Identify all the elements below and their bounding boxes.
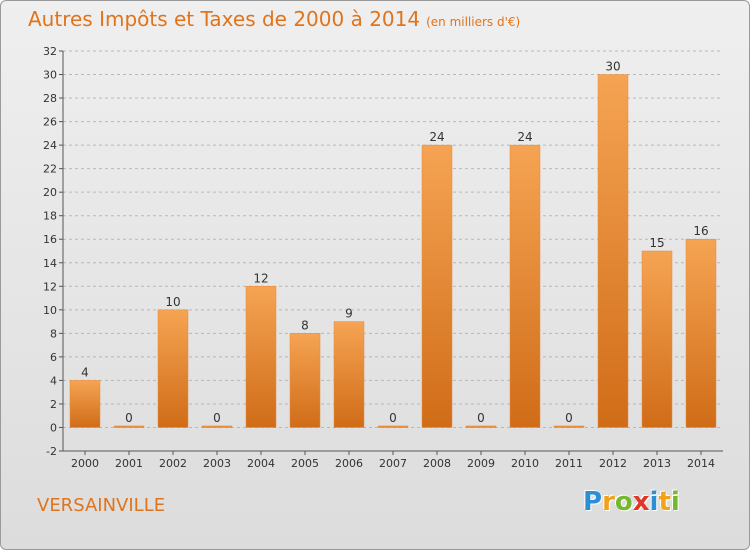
y-tick-label: 14: [43, 257, 57, 270]
bar-2013: [641, 250, 673, 428]
unit-note: (en milliers d'€): [426, 15, 521, 29]
y-tick-label: 32: [43, 45, 57, 58]
x-tick-label: 2012: [599, 457, 627, 470]
y-tick-label: 12: [43, 280, 57, 293]
x-tick-label: 2014: [687, 457, 715, 470]
bar-2005: [289, 333, 321, 428]
logo-letter: i: [649, 487, 659, 517]
logo-letter: r: [602, 487, 615, 517]
y-tick-label: 20: [43, 186, 57, 199]
x-tick-label: 2011: [555, 457, 583, 470]
x-tick-label: 2002: [159, 457, 187, 470]
y-tick-label: 2: [50, 398, 57, 411]
data-label: 24: [517, 130, 532, 144]
bar-2000: [69, 380, 101, 428]
x-tick-label: 2001: [115, 457, 143, 470]
bar-2012: [597, 74, 629, 428]
bar-2008: [421, 144, 453, 428]
y-tick-label: 26: [43, 116, 57, 129]
y-tick-label: 8: [50, 327, 57, 340]
x-tick-label: 2006: [335, 457, 363, 470]
logo-letter: t: [658, 487, 671, 517]
data-label: 10: [165, 295, 180, 309]
y-tick-label: 30: [43, 69, 57, 82]
y-tick-label: 4: [50, 374, 57, 387]
y-tick-label: -2: [46, 445, 57, 458]
bar-2010: [509, 144, 541, 428]
bar-2003: [201, 425, 233, 428]
chart-title: Autres Impôts et Taxes de 2000 à 2014 (en…: [28, 7, 520, 31]
chart-title-text: Autres Impôts et Taxes de 2000 à 2014: [28, 7, 421, 31]
y-tick-label: 0: [50, 421, 57, 434]
data-label: 0: [565, 411, 573, 425]
logo-letter: P: [583, 487, 603, 517]
y-tick-label: 28: [43, 92, 57, 105]
y-tick-label: 22: [43, 163, 57, 176]
x-tick-label: 2010: [511, 457, 539, 470]
data-label: 24: [429, 130, 444, 144]
x-tick-label: 2009: [467, 457, 495, 470]
bar-chart: -202468101214161820222426283032200042001…: [43, 45, 723, 470]
x-tick-label: 2008: [423, 457, 451, 470]
y-tick-label: 18: [43, 210, 57, 223]
bar-2009: [465, 425, 497, 428]
data-label: 0: [477, 411, 485, 425]
bar-2011: [553, 425, 585, 428]
logo-letter: i: [670, 487, 680, 517]
y-tick-label: 6: [50, 351, 57, 364]
bar-2007: [377, 425, 409, 428]
y-tick-label: 16: [43, 233, 57, 246]
bar-2006: [333, 321, 365, 428]
proxiti-logo: Proxiti: [583, 487, 680, 517]
data-label: 30: [605, 60, 620, 74]
x-tick-label: 2005: [291, 457, 319, 470]
y-tick-label: 24: [43, 139, 57, 152]
commune-name: VERSAINVILLE: [37, 495, 166, 516]
x-tick-label: 2000: [71, 457, 99, 470]
data-label: 0: [389, 411, 397, 425]
data-label: 8: [301, 318, 309, 332]
data-label: 0: [125, 411, 133, 425]
data-label: 9: [345, 307, 353, 321]
bar-2004: [245, 286, 277, 428]
data-label: 12: [253, 271, 268, 285]
logo-letter: o: [614, 487, 633, 517]
x-tick-label: 2007: [379, 457, 407, 470]
data-label: 0: [213, 411, 221, 425]
data-label: 4: [81, 365, 89, 379]
x-tick-label: 2004: [247, 457, 275, 470]
x-tick-label: 2013: [643, 457, 671, 470]
logo-letter: x: [632, 487, 650, 517]
bar-2014: [685, 238, 717, 428]
data-label: 16: [693, 224, 708, 238]
bar-2002: [157, 309, 189, 428]
bar-2001: [113, 425, 145, 428]
x-tick-label: 2003: [203, 457, 231, 470]
y-tick-label: 10: [43, 304, 57, 317]
data-label: 15: [649, 236, 664, 250]
